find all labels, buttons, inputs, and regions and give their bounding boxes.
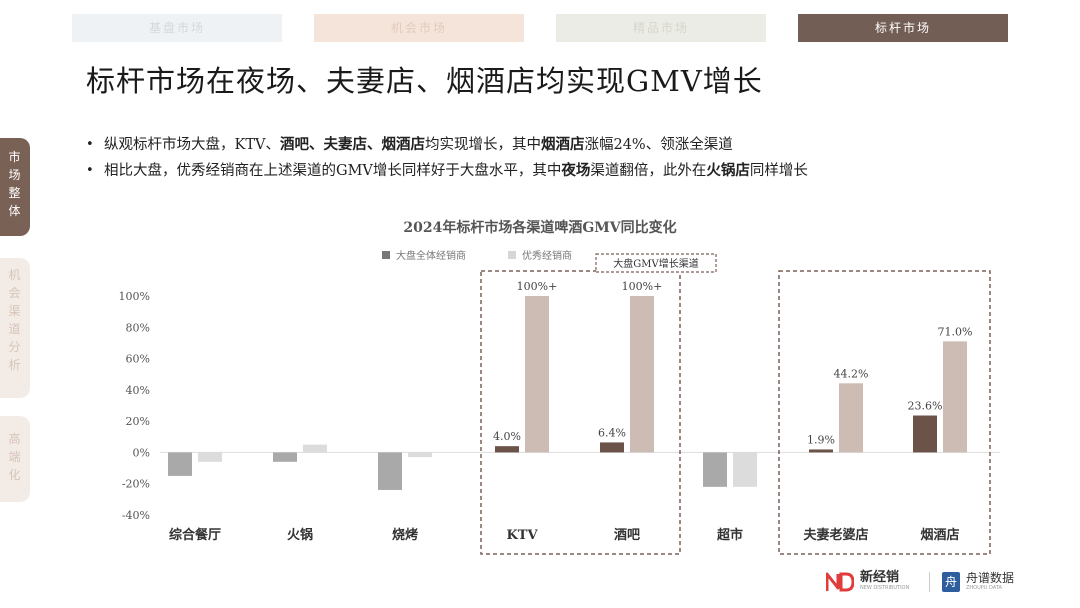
bullet-text: 涨幅24%、领涨全渠道 (584, 137, 733, 153)
bar-market (600, 442, 624, 453)
data-label: 100%+ (622, 280, 663, 293)
bullet-text: 纵观标杆市场大盘，KTV、 (104, 137, 280, 153)
legend-label: 大盘全体经销商 (396, 249, 466, 262)
highlight-box-stores (778, 270, 991, 555)
bullet-list: 纵观标杆市场大盘，KTV、酒吧、夫妻店、烟酒店均实现增长，其中烟酒店涨幅24%、… (86, 132, 808, 184)
side-tab-label: 高端化 (8, 432, 22, 482)
bullet-bold-text: 夜场 (561, 162, 591, 179)
y-tick-label: -40% (122, 509, 150, 522)
zhoupu-logo-icon: 舟 (942, 572, 960, 592)
annotation-box (595, 253, 717, 273)
logo-divider (929, 572, 930, 592)
bullet-item: 纵观标杆市场大盘，KTV、酒吧、夫妻店、烟酒店均实现增长，其中烟酒店涨幅24%、… (86, 132, 808, 158)
data-label: 1.9% (807, 433, 835, 446)
bar-excellent (525, 296, 549, 453)
brand1-name: 新经销 (860, 570, 900, 585)
nd-logo-icon (826, 572, 854, 592)
y-tick-label: 80% (126, 321, 150, 334)
brand-logo-zhoupu: 舟 舟谱数据 ZHOUPU DATA (942, 570, 1052, 594)
brand-logo-xinjingxiao: 新经销 NEW DISTRIBUTION (826, 570, 920, 594)
x-tick-label: 综合餐厅 (169, 527, 221, 543)
chart-title: 2024年标杆市场各渠道啤酒GMV同比变化 (403, 219, 676, 236)
bar-market (168, 452, 192, 476)
tab-premium-market[interactable]: 精品市场 (556, 14, 766, 42)
tab-benchmark-market[interactable]: 标杆市场 (798, 14, 1008, 42)
bullet-bold-text: 烟酒店 (540, 136, 585, 153)
legend-swatch (382, 251, 390, 259)
bar-excellent (839, 383, 863, 453)
side-tab-market-overall[interactable]: 市场整体 (0, 138, 30, 236)
data-label: 44.2% (834, 367, 869, 380)
side-tab-label: 市场整体 (8, 150, 22, 218)
y-tick-label: 20% (126, 415, 150, 428)
bar-excellent (198, 452, 222, 462)
data-label: 100%+ (517, 280, 558, 293)
data-label: 23.6% (908, 400, 943, 413)
legend-swatch (508, 251, 516, 259)
tab-opportunity-market[interactable]: 机会市场 (314, 14, 524, 42)
legend-label: 优秀经销商 (522, 249, 572, 262)
y-tick-label: 40% (126, 384, 150, 397)
bar-market (378, 452, 402, 490)
bar-excellent (630, 296, 654, 453)
brand2-name: 舟谱数据 (966, 571, 1015, 585)
bullet-bold-text: 酒吧、夫妻店、烟酒店 (279, 136, 425, 153)
tab-base-market[interactable]: 基盘市场 (72, 14, 282, 42)
x-tick-label: KTV (506, 528, 538, 543)
data-label: 71.0% (938, 325, 973, 338)
x-tick-label: 火锅 (287, 527, 313, 543)
x-tick-label: 夫妻老婆店 (803, 527, 868, 543)
highlight-box-nightlife (480, 270, 681, 555)
bar-excellent (733, 452, 757, 487)
bar-market (273, 452, 297, 462)
bullet-text: 相比大盘，优秀经销商在上述渠道的GMV增长同样好于大盘水平，其中 (104, 163, 562, 179)
bar-excellent (943, 341, 967, 453)
bar-market (913, 415, 937, 453)
page-title: 标杆市场在夜场、夫妻店、烟酒店均实现GMV增长 (86, 64, 763, 98)
y-tick-label: 100% (119, 290, 150, 303)
side-tab-label: 机会渠道分析 (8, 268, 22, 372)
bullet-item: 相比大盘，优秀经销商在上述渠道的GMV增长同样好于大盘水平，其中夜场渠道翻倍，此… (86, 158, 808, 184)
bar-market (809, 449, 833, 453)
data-label: 4.0% (493, 430, 521, 443)
top-tab-bar: 基盘市场 机会市场 精品市场 标杆市场 (72, 14, 1008, 42)
bullet-text: 均实现增长，其中 (424, 137, 541, 153)
annotation-label: 大盘GMV增长渠道 (613, 257, 698, 270)
y-tick-label: 0% (133, 446, 150, 459)
bullet-text: 渠道翻倍，此外在 (590, 163, 707, 179)
brand2-subtitle: ZHOUPU DATA (966, 585, 1002, 591)
bar-market (495, 446, 519, 453)
side-tab-premiumization[interactable]: 高端化 (0, 416, 30, 502)
bar-market (703, 452, 727, 487)
y-tick-label: 60% (126, 353, 150, 366)
data-label: 6.4% (598, 426, 626, 439)
side-tab-channel-analysis[interactable]: 机会渠道分析 (0, 258, 30, 398)
x-tick-label: 烟酒店 (920, 527, 959, 543)
bar-excellent (303, 444, 327, 453)
x-tick-label: 酒吧 (614, 528, 640, 543)
y-tick-label: -20% (122, 478, 150, 491)
x-tick-label: 超市 (717, 527, 743, 543)
brand1-subtitle: NEW DISTRIBUTION (860, 585, 910, 591)
bullet-bold-text: 火锅店 (706, 162, 750, 179)
bar-excellent (408, 452, 432, 458)
x-tick-label: 烧烤 (392, 527, 418, 543)
bullet-text: 同样增长 (749, 163, 808, 179)
